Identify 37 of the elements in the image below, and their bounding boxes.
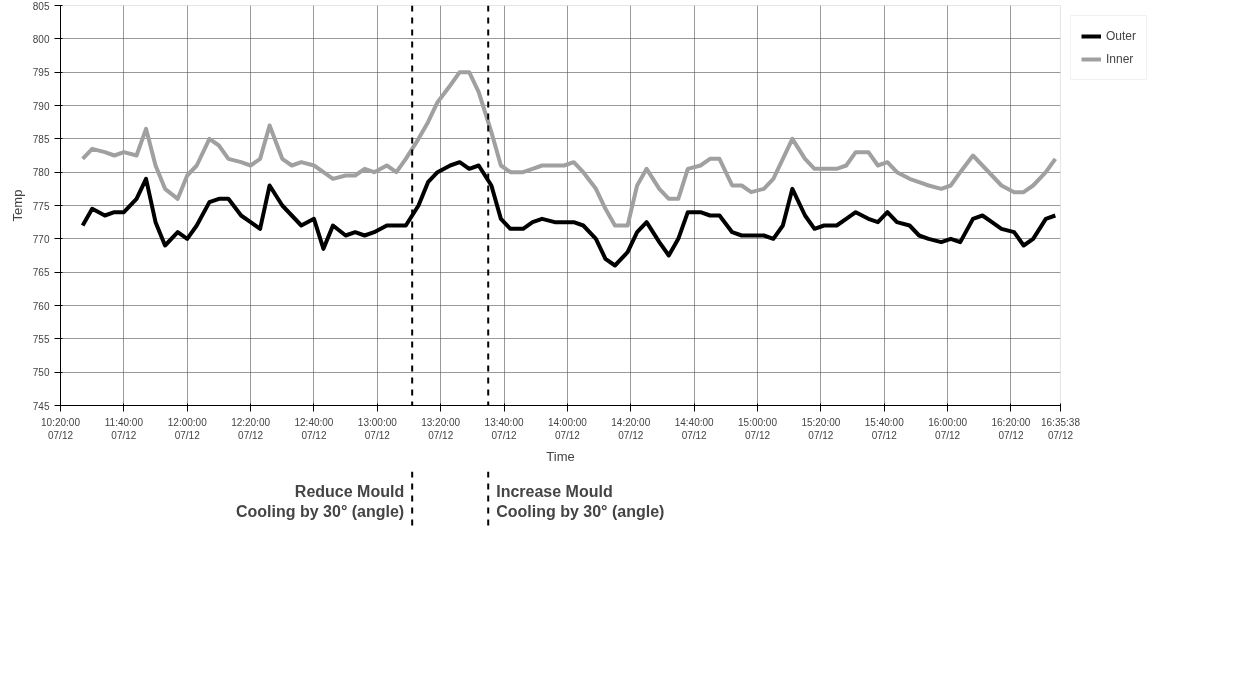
text: Reduce Mould Cooling by 30° (angle) (235, 482, 405, 521)
x-tick-label: 15:00:00 07/12 (738, 416, 778, 441)
legend-label: Outer (1106, 29, 1137, 43)
y-tick-label: 755 (32, 333, 50, 345)
x-tick-label: 11:40:00 07/12 (104, 416, 144, 441)
y-tick-label: 750 (32, 367, 50, 379)
x-tick-label: 12:20:00 07/12 (231, 416, 271, 441)
y-tick-label: 780 (32, 167, 50, 179)
x-tick-label: 16:20:00 07/12 (991, 416, 1031, 441)
y-tick-label: 805 (32, 0, 50, 12)
y-tick-label: 765 (32, 267, 50, 279)
legend-label: Inner (1106, 52, 1134, 66)
x-tick-label: 13:20:00 07/12 (421, 416, 461, 441)
x-tick-label: 12:40:00 07/12 (294, 416, 334, 441)
y-tick-label: 745 (32, 400, 50, 412)
x-tick-label: 13:00:00 07/12 (357, 416, 398, 441)
x-tick-label: 15:20:00 07/12 (801, 416, 841, 441)
y-tick-label: 770 (32, 233, 50, 245)
y-tick-label: 795 (32, 67, 50, 79)
x-tick-label: 14:40:00 07/12 (674, 416, 715, 441)
y-tick-label: 790 (32, 100, 50, 112)
x-tick-label: 12:00:00 07/12 (167, 416, 208, 441)
x-tick-label: 13:40:00 07/12 (484, 416, 524, 441)
x-tick-label: 14:00:00 07/12 (547, 416, 588, 441)
x-tick-label: 16:00:00 07/12 (928, 416, 968, 441)
line-series (80, 70, 1058, 228)
x-tick-label: 10:20:00 07/12 (41, 416, 81, 441)
text: Increase Mould Cooling by 30° (angle) (496, 482, 665, 521)
x-tick-label: 15:40:00 07/12 (864, 416, 905, 441)
y-axis-title: Temp (9, 189, 25, 222)
y-tick-label: 760 (32, 300, 50, 312)
y-tick-label: 775 (32, 200, 50, 212)
y-tick-label: 785 (32, 133, 50, 145)
x-axis-title: Time (546, 448, 575, 464)
x-tick-label: 16:35:38 07/12 (1041, 416, 1081, 441)
y-tick-label: 800 (32, 33, 50, 45)
x-tick-label: 14:20:00 07/12 (611, 416, 651, 441)
